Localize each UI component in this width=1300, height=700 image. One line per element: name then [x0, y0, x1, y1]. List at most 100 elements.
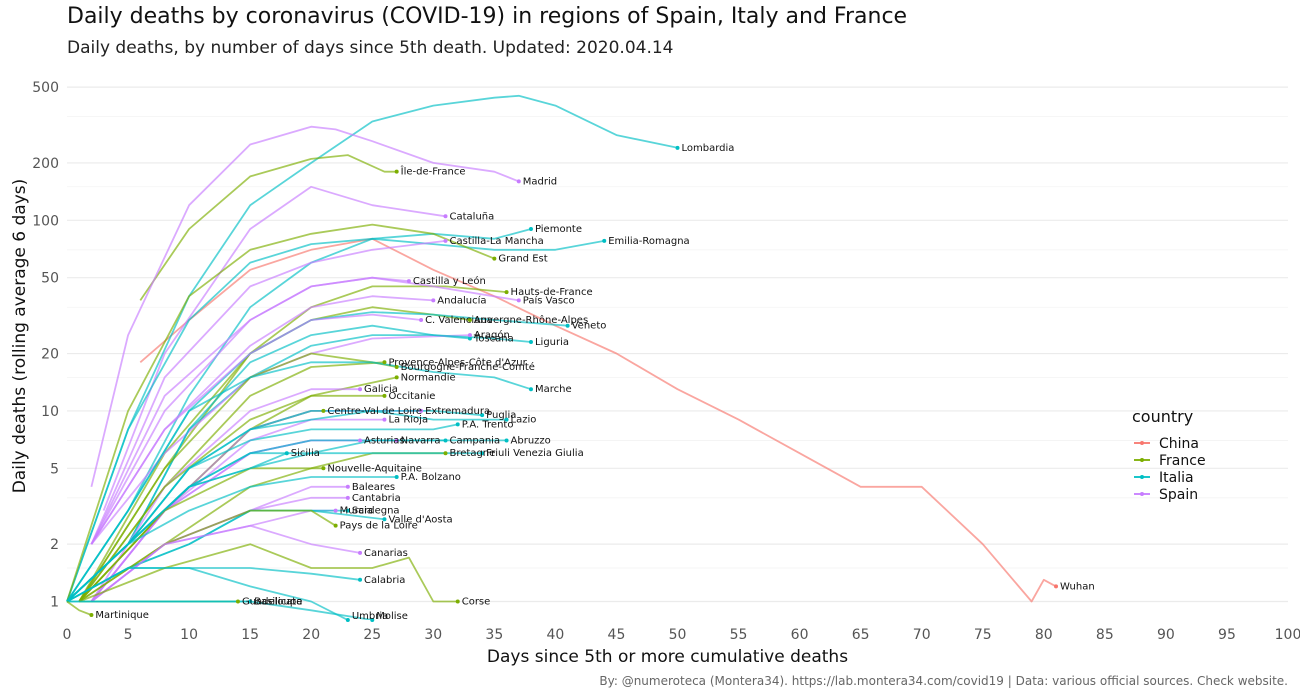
series-endpoint [394, 169, 399, 174]
x-tick-label: 80 [1035, 627, 1053, 643]
series-line [66, 567, 349, 620]
x-tick-label: 55 [730, 627, 748, 643]
series-label: Cantabria [352, 493, 401, 504]
series-endpoint [235, 599, 240, 604]
series-lines [66, 94, 1057, 620]
series-endpoint [382, 360, 387, 365]
series-label: Île-de-France [400, 165, 466, 178]
series-line [90, 125, 520, 488]
series-endpoint [516, 298, 521, 303]
series-line [66, 223, 495, 602]
series-line [66, 409, 507, 603]
x-tick-label: 85 [1096, 627, 1114, 643]
series-endpoint [358, 577, 363, 582]
series-label: Castilla y León [413, 275, 486, 287]
x-tick-label: 50 [669, 627, 687, 643]
y-tick-label: 2 [50, 537, 59, 553]
series-line [139, 237, 1057, 603]
series-label: País Vasco [523, 294, 575, 306]
series-label: Molise [376, 611, 408, 622]
series-line [90, 524, 361, 603]
series-label: Piemonte [535, 224, 582, 235]
x-tick-label: 100 [1275, 627, 1300, 643]
x-tick-label: 60 [791, 627, 809, 643]
series-label: Canarias [364, 548, 408, 559]
series-endpoint [358, 550, 363, 555]
x-tick-label: 75 [974, 627, 992, 643]
series-endpoint [394, 475, 399, 480]
series-line [67, 600, 373, 620]
series-endpoint [467, 317, 472, 322]
series-line [66, 324, 532, 603]
series-label: Auvergne-Rhône-Alpes [474, 314, 588, 326]
series-endpoint [602, 238, 607, 243]
series-line [90, 388, 360, 602]
series-line [90, 240, 446, 545]
x-tick-label: 90 [1157, 627, 1175, 643]
series-label: Murcia [340, 506, 373, 517]
y-tick-label: 10 [41, 404, 59, 420]
series-label: Galicia [364, 384, 398, 395]
series-endpoint [345, 618, 350, 622]
x-tick-label: 0 [63, 627, 72, 643]
x-axis-title: Days since 5th or more cumulative deaths [487, 647, 848, 667]
series-endpoint [358, 387, 363, 392]
series-label: Basilicata [254, 597, 302, 608]
series-line [66, 476, 397, 603]
series-label: Occitanie [388, 391, 435, 402]
series-label: Baleares [352, 482, 395, 493]
series-label: Lombardia [682, 143, 735, 154]
legend-label: Italia [1159, 470, 1194, 486]
series-label: Asturias [364, 435, 405, 446]
series-line [66, 452, 483, 603]
series-endpoint [321, 408, 326, 413]
series-label: Lazio [511, 415, 537, 426]
series-label: Toscana [473, 333, 514, 344]
series-endpoint [528, 227, 533, 232]
legend-title: country [1132, 407, 1193, 426]
x-tick-label: 20 [302, 627, 320, 643]
y-tick-label: 5 [50, 461, 59, 477]
series-line [90, 276, 519, 545]
series-label: Madrid [523, 176, 557, 187]
series-endpoint [528, 339, 533, 344]
series-endpoint [345, 495, 350, 500]
x-tick-label: 15 [241, 627, 259, 643]
series-label: Liguria [535, 337, 569, 348]
series-endpoint [419, 408, 424, 413]
series-endpoint [248, 599, 253, 604]
series-label: Martinique [95, 610, 149, 621]
y-tick-label: 100 [32, 213, 59, 229]
series-label: Aragón [474, 329, 510, 341]
series-label: Corse [462, 597, 491, 608]
series-label: P.A. Bolzano [401, 472, 461, 483]
series-endpoint [467, 336, 472, 341]
series-endpoint [565, 323, 570, 328]
x-tick-label: 70 [913, 627, 931, 643]
series-label: Andalucía [437, 294, 486, 306]
series-endpoint [89, 612, 94, 617]
series-line [78, 509, 337, 603]
series-endpoint [321, 466, 326, 471]
series-endpoint [394, 375, 399, 380]
series-label: Pays de la Loire [340, 521, 418, 532]
y-tick-label: 1 [50, 595, 59, 611]
y-axis-title: Daily deaths (rolling average 6 days) [10, 179, 30, 494]
series-label: Extremadura [425, 406, 490, 417]
series-endpoint [504, 417, 509, 422]
x-tick-label: 35 [485, 627, 503, 643]
series-label: Sardegna [352, 506, 400, 517]
series-endpoint [443, 438, 448, 443]
series-label: Bretagne [450, 448, 496, 459]
y-tick-label: 500 [32, 80, 59, 96]
series-label: Veneto [572, 321, 607, 332]
series-label: Hauts-de-France [511, 287, 593, 298]
series-label: Sicilia [291, 448, 320, 459]
series-endpoint [480, 451, 485, 456]
series-endpoint [675, 145, 680, 150]
series-endpoint [443, 451, 448, 456]
legend-key-point [1140, 458, 1144, 462]
series-endpoint [492, 256, 497, 261]
series-label: La Rioja [388, 415, 428, 426]
